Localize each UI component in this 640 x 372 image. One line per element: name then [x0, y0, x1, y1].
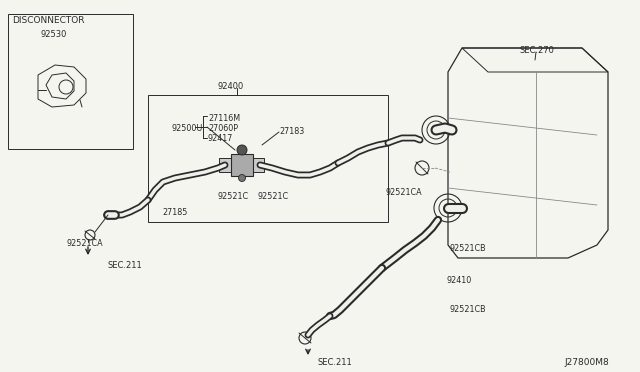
- Bar: [8, 14, 133, 149]
- Text: 27183: 27183: [279, 127, 304, 136]
- Text: 27116M: 27116M: [208, 114, 240, 123]
- Text: 92521CB: 92521CB: [450, 244, 486, 253]
- Text: 92500U: 92500U: [172, 124, 204, 133]
- Text: SEC.211: SEC.211: [107, 261, 141, 270]
- Text: 92410: 92410: [447, 276, 472, 285]
- Text: 27060P: 27060P: [208, 124, 238, 133]
- Text: 92521CA: 92521CA: [66, 239, 102, 248]
- Text: J27800M8: J27800M8: [564, 358, 609, 367]
- Text: 92521CB: 92521CB: [450, 305, 486, 314]
- Text: DISCONNECTOR: DISCONNECTOR: [12, 16, 84, 25]
- Text: 92400: 92400: [218, 82, 244, 91]
- Circle shape: [104, 211, 112, 219]
- Circle shape: [239, 174, 246, 182]
- Text: 92521CA: 92521CA: [386, 188, 422, 197]
- Bar: [231, 154, 253, 176]
- Text: 92417: 92417: [208, 134, 234, 143]
- Text: SEC.211: SEC.211: [318, 358, 353, 367]
- Text: 27185: 27185: [162, 208, 188, 217]
- Circle shape: [237, 145, 247, 155]
- Text: 92521C: 92521C: [258, 192, 289, 201]
- Bar: [219, 158, 231, 172]
- Text: 92530: 92530: [40, 30, 67, 39]
- Text: SEC.270: SEC.270: [520, 46, 555, 55]
- Bar: [148, 95, 388, 222]
- Bar: [252, 158, 264, 172]
- Text: 92521C: 92521C: [217, 192, 248, 201]
